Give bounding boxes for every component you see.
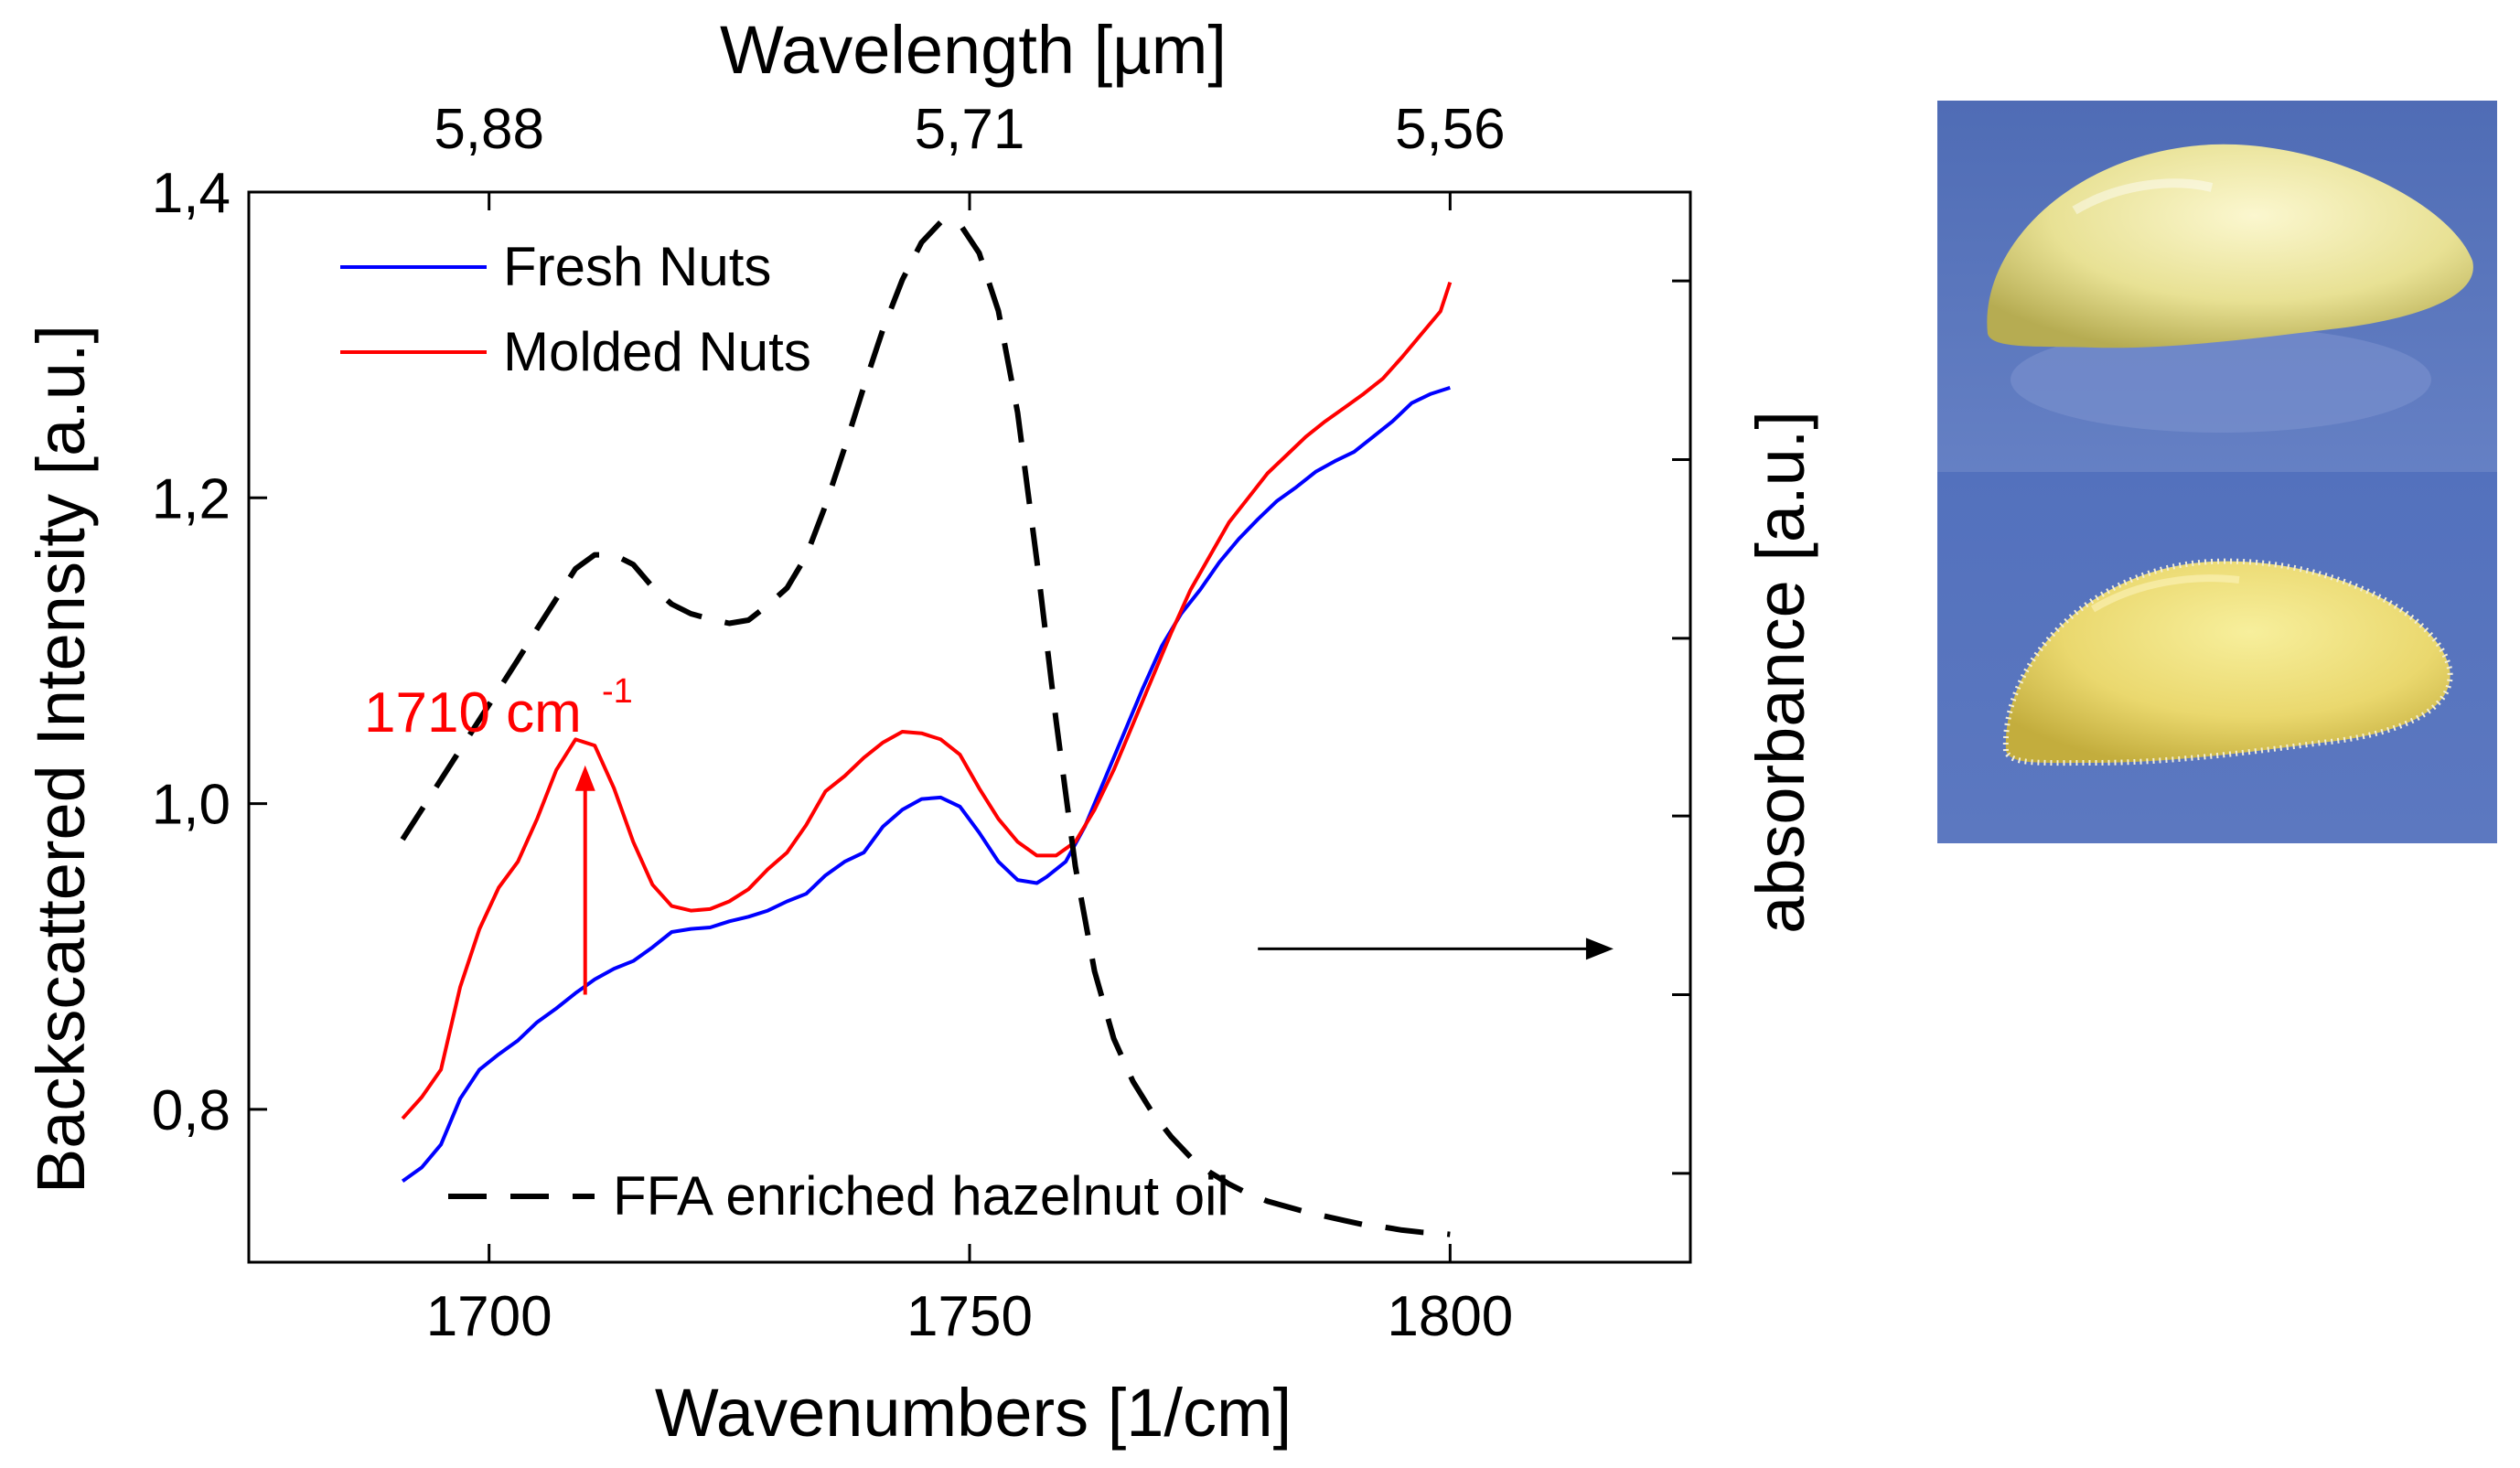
fresh-nuts-line <box>401 385 1451 1184</box>
y2-axis-title: absorbance [a.u.] <box>1743 411 1818 934</box>
x-axis-title: Wavenumbers [1/cm] <box>655 1375 1292 1451</box>
y-tick-label: 1,4 <box>152 162 231 225</box>
legend-label: Fresh Nuts <box>503 236 771 297</box>
chart: 1710 cm -1 1700 1750 1800 5,88 5,71 5,56 0,8 1,0… <box>23 12 1818 1451</box>
x-tick-label: 1700 <box>426 1285 552 1348</box>
ffa-enriched-hazelnut-oil-line <box>400 219 1451 1238</box>
annotation-arrow-head <box>574 765 595 791</box>
legend-label: Molded Nuts <box>503 321 811 382</box>
x-tick-label: 1750 <box>906 1285 1033 1348</box>
y-tick-label: 1,0 <box>152 774 231 837</box>
legend-label: FFA enriched hazelnut oil <box>613 1165 1229 1227</box>
fresh-nut-photo <box>1937 101 2497 472</box>
x-tick-label: 1800 <box>1387 1285 1513 1348</box>
y-tick-label: 1,2 <box>152 467 231 530</box>
y-axis-title: Backscattered Intensity [a.u.] <box>23 325 99 1194</box>
top-tick-label: 5,71 <box>915 98 1025 161</box>
annotation-label: 1710 cm <box>364 681 582 745</box>
molded-nuts-line <box>401 281 1453 1120</box>
y-tick-label: 0,8 <box>152 1079 231 1142</box>
top-tick-label: 5,56 <box>1395 98 1506 161</box>
molded-nut-photo <box>1937 472 2497 843</box>
right-axis-arrow-head <box>1585 938 1614 960</box>
top-axis-title: Wavelength [µm] <box>720 12 1227 88</box>
annotation-superscript: -1 <box>602 672 633 711</box>
top-tick-label: 5,88 <box>434 98 544 161</box>
